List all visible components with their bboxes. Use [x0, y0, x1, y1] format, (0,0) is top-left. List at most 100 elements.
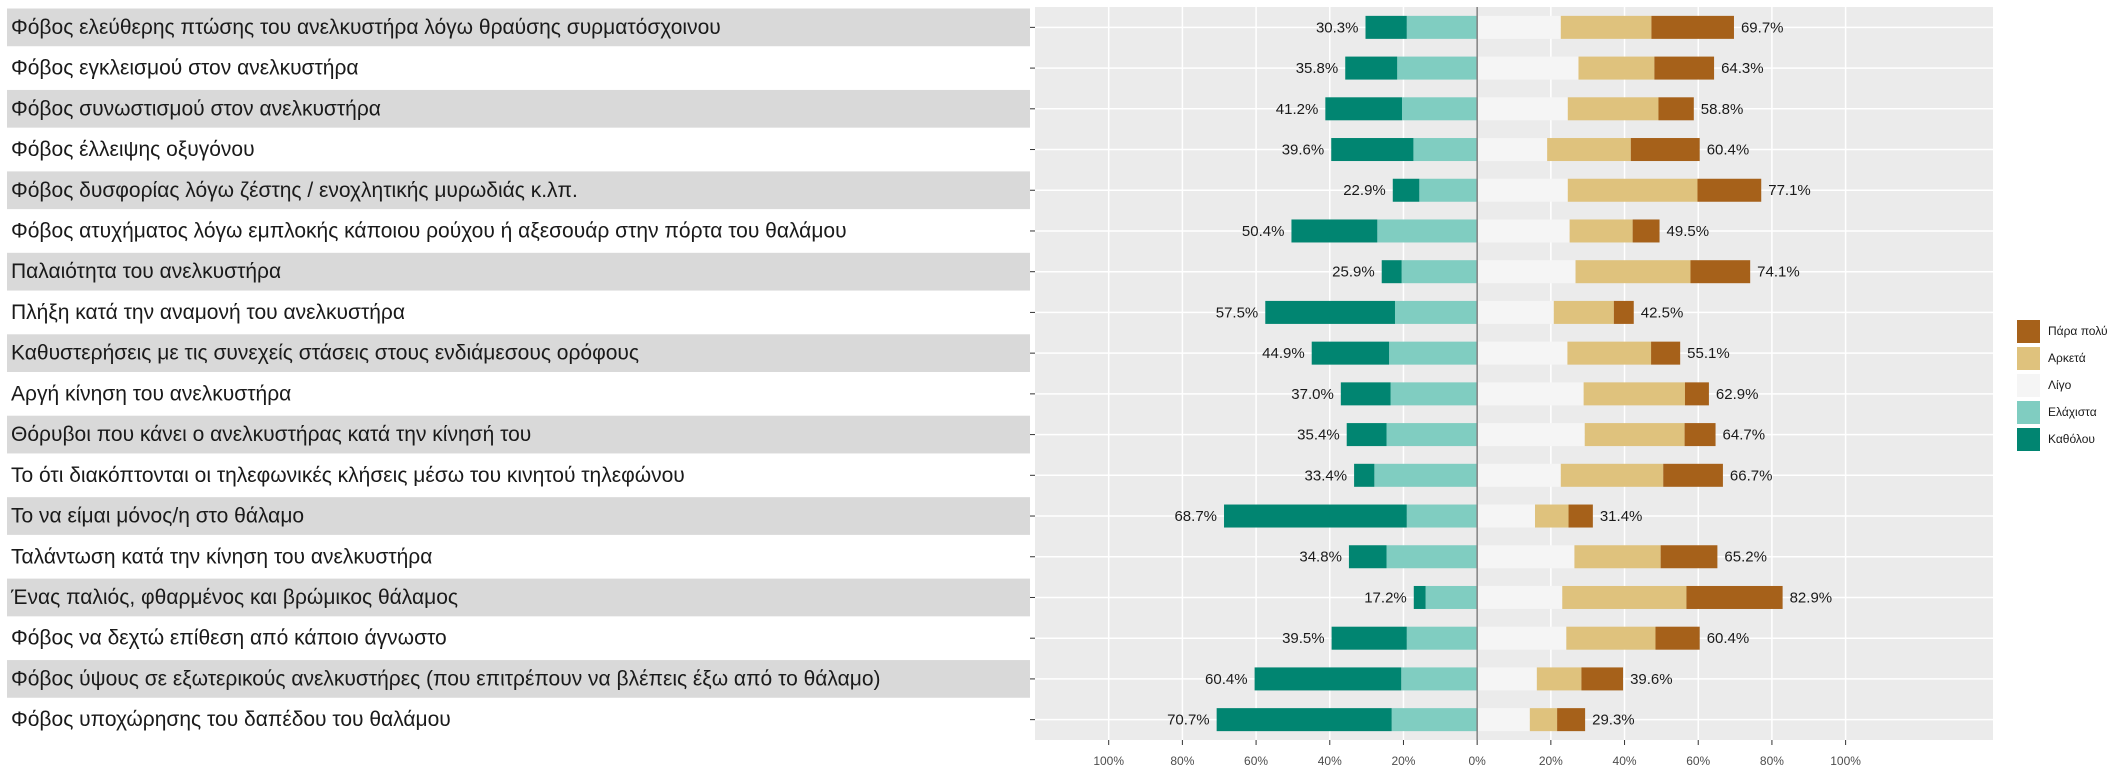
bar-segment — [1477, 708, 1530, 732]
bar-segment — [1567, 341, 1652, 365]
left-total-label: 70.7% — [1167, 712, 1210, 729]
right-total-label: 60.4% — [1707, 141, 1750, 158]
bar-segment — [1477, 504, 1536, 528]
bar-segment — [1406, 504, 1478, 528]
bar-segment — [1477, 382, 1584, 406]
right-total-label: 82.9% — [1790, 589, 1833, 606]
bar-segment — [1477, 97, 1568, 121]
left-total-label: 68.7% — [1174, 508, 1217, 525]
bar-segment — [1345, 56, 1398, 80]
left-total-label: 30.3% — [1316, 19, 1359, 36]
bar-segment — [1581, 667, 1624, 691]
bar-segment — [1477, 300, 1554, 324]
right-total-label: 60.4% — [1707, 630, 1750, 647]
left-total-label: 39.6% — [1282, 141, 1325, 158]
bar-segment — [1477, 463, 1561, 487]
bar-segment — [1529, 708, 1558, 732]
bar-segment — [1654, 56, 1715, 80]
bar-segment — [1566, 626, 1656, 650]
row-label: Πλήξη κατά την αναμονή του ανελκυστήρα — [11, 301, 405, 324]
left-total-label: 37.0% — [1291, 386, 1334, 403]
left-total-label: 34.8% — [1299, 549, 1342, 566]
right-total-label: 77.1% — [1768, 182, 1811, 199]
bar-segment — [1377, 219, 1478, 243]
bar-segment — [1663, 463, 1723, 487]
bar-segment — [1331, 626, 1407, 650]
row-label: Φόβος συνωστισμού στον ανελκυστήρα — [11, 97, 381, 120]
bar-segment — [1536, 667, 1582, 691]
x-tick-label: 60% — [1244, 754, 1268, 768]
bar-segment — [1560, 15, 1652, 39]
right-total-label: 39.6% — [1630, 671, 1673, 688]
bar-segment — [1567, 97, 1659, 121]
legend-label: Αρκετά — [2048, 351, 2086, 365]
right-total-label: 74.1% — [1757, 264, 1800, 281]
bar-segment — [1224, 504, 1407, 528]
bar-segment — [1331, 138, 1414, 162]
legend-key — [2017, 401, 2040, 424]
bar-segment — [1477, 585, 1563, 609]
bar-segment — [1477, 260, 1576, 284]
row-band — [7, 415, 1030, 454]
right-total-label: 42.5% — [1641, 304, 1684, 321]
legend-label: Πάρα πολύ — [2048, 324, 2108, 338]
bar-segment — [1390, 382, 1478, 406]
bar-segment — [1630, 138, 1700, 162]
bar-segment — [1401, 260, 1478, 284]
x-tick-label: 20% — [1391, 754, 1415, 768]
x-tick-label: 80% — [1170, 754, 1194, 768]
legend-key — [2017, 320, 2040, 343]
bar-segment — [1401, 667, 1478, 691]
bar-segment — [1413, 585, 1426, 609]
bar-segment — [1632, 219, 1660, 243]
right-total-label: 29.3% — [1592, 712, 1635, 729]
bar-segment — [1568, 504, 1593, 528]
right-total-label: 58.8% — [1701, 101, 1744, 118]
x-tick-label: 20% — [1539, 754, 1563, 768]
right-total-label: 65.2% — [1724, 549, 1767, 566]
bar-segment — [1397, 56, 1478, 80]
bar-segment — [1386, 545, 1478, 569]
left-total-label: 57.5% — [1216, 304, 1259, 321]
x-tick-label: 40% — [1318, 754, 1342, 768]
right-total-label: 66.7% — [1730, 467, 1773, 484]
left-total-label: 25.9% — [1332, 264, 1375, 281]
row-label: Φόβος ατυχήματος λόγω εμπλοκής κάποιου ρ… — [11, 220, 847, 243]
row-band — [7, 334, 1030, 372]
x-tick-label: 80% — [1760, 754, 1784, 768]
row-band — [7, 252, 1030, 291]
x-tick-label: 100% — [1093, 754, 1124, 768]
legend-label: Λίγο — [2048, 378, 2072, 392]
x-tick-label: 0% — [1468, 754, 1486, 768]
bar-segment — [1686, 585, 1783, 609]
bar-segment — [1389, 341, 1478, 365]
x-tick-label: 60% — [1686, 754, 1710, 768]
row-band — [7, 171, 1030, 210]
bar-segment — [1477, 138, 1548, 162]
left-total-label: 44.9% — [1262, 345, 1305, 362]
bar-segment — [1291, 219, 1378, 243]
bar-segment — [1574, 545, 1661, 569]
x-tick-label: 100% — [1830, 754, 1861, 768]
bar-segment — [1690, 260, 1751, 284]
bar-segment — [1697, 178, 1762, 202]
bar-segment — [1651, 15, 1734, 39]
legend-key — [2017, 428, 2040, 451]
row-band — [7, 578, 1030, 617]
bar-segment — [1553, 300, 1614, 324]
bar-segment — [1660, 545, 1718, 569]
bar-segment — [1560, 463, 1664, 487]
right-total-label: 64.3% — [1721, 60, 1764, 77]
row-band — [7, 497, 1030, 535]
bar-segment — [1374, 463, 1478, 487]
row-band — [7, 8, 1030, 47]
bar-segment — [1392, 178, 1420, 202]
row-label: Παλαιότητα του ανελκυστήρα — [11, 260, 281, 283]
bar-segment — [1477, 667, 1537, 691]
row-label: Φόβος υποχώρησης του δαπέδου του θαλάμου — [11, 708, 451, 731]
row-label: Φόβος ελεύθερης πτώσης του ανελκυστήρα λ… — [11, 16, 721, 39]
right-total-label: 31.4% — [1600, 508, 1643, 525]
